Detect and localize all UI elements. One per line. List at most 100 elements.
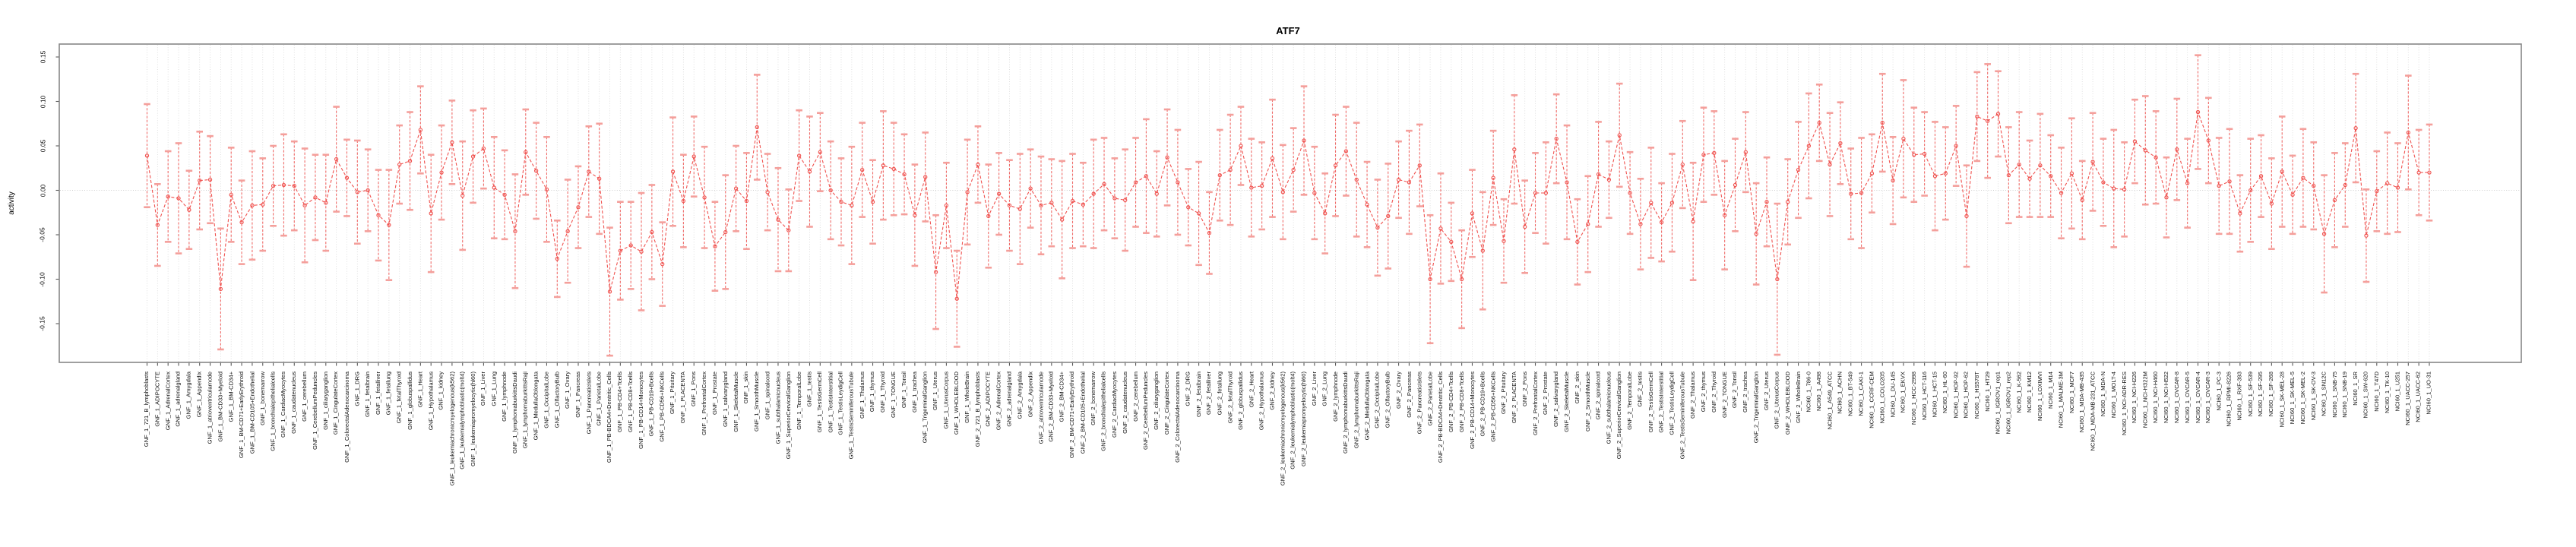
data-point [1196,211,1201,216]
data-point [691,154,696,159]
data-point [513,229,517,233]
data-point [1669,201,1675,205]
data-point [281,182,286,188]
data-point [1165,155,1169,160]
data-point [1417,163,1422,168]
data-point [1806,144,1812,148]
data-point [439,170,444,175]
y-tick-label: 0.00 [38,184,46,197]
data-point [1733,182,1738,188]
data-point [481,146,486,151]
data-point [639,249,644,254]
data-point [1817,120,1821,125]
data-point [1901,136,1906,141]
data-point [891,166,896,172]
data-point [1007,203,1012,208]
data-point [597,176,602,181]
data-point [723,229,728,235]
data-point [2353,125,2358,131]
data-point [1039,203,1043,208]
data-point [1081,202,1086,207]
data-point [1207,231,1212,236]
data-point [166,194,170,199]
data-point [2375,189,2379,194]
y-tick-label: -0.05 [39,227,46,242]
data-point [850,203,854,208]
data-point [2069,171,2074,175]
data-point [1922,151,1927,157]
data-point [733,186,739,191]
data-point [923,175,928,179]
data-point [1995,112,2001,116]
data-point [1354,177,1359,182]
data-point [1091,191,1096,196]
data-point [776,217,780,222]
data-point [2312,183,2316,188]
data-point [1523,224,1527,229]
data-point [828,188,833,193]
data-point [618,248,622,253]
data-point [607,289,612,294]
data-point [2343,182,2347,188]
data-point [1954,144,1958,148]
data-point [1880,120,1885,125]
data-point [1943,171,1948,175]
data-point [2406,130,2410,135]
data-point [713,244,717,248]
data-point [155,223,160,227]
data-point [1796,167,1801,172]
data-point [2385,181,2390,185]
data-point [2258,174,2264,179]
data-point [207,177,213,182]
data-point [2017,162,2021,167]
data-point [1628,191,1632,195]
data-point [2154,155,2158,160]
data-point [313,195,318,200]
data-point [2206,138,2210,143]
data-point [1123,198,1128,203]
data-point [1428,277,1432,282]
data-point [1396,177,1401,182]
data-point [292,183,296,188]
data-point [1449,239,1454,245]
data-point [1438,226,1443,231]
data-point [418,128,423,132]
data-point [1102,182,1106,186]
data-point [302,203,307,208]
data-point [1333,163,1338,168]
data-point [702,195,707,200]
data-point [470,154,476,159]
data-point [2238,211,2242,216]
data-point [2185,181,2190,185]
data-point [1586,222,1590,226]
data-point [1217,172,1222,178]
data-point [1659,220,1664,225]
data-point [1649,201,1654,205]
data-point [818,150,822,154]
data-point [2059,191,2064,195]
data-point [986,213,991,219]
data-point [628,243,633,248]
data-point [765,190,770,194]
data-point [324,201,328,205]
data-point [933,270,938,274]
data-point [334,157,339,162]
plot-border [59,43,2522,363]
data-point [1239,144,1243,148]
data-point [944,203,949,208]
data-point [1491,175,1495,180]
data-point [460,193,465,198]
data-point [681,198,686,204]
data-point [429,211,433,216]
data-point [2101,180,2106,185]
data-point [1565,180,1569,185]
data-point [1575,239,1580,245]
data-point [976,162,980,167]
data-point [1017,207,1022,211]
data-point [1859,191,1864,195]
data-point [2332,198,2337,203]
y-tick-label: -0.15 [39,316,46,331]
data-point [2164,195,2169,200]
data-point [1849,191,1853,196]
